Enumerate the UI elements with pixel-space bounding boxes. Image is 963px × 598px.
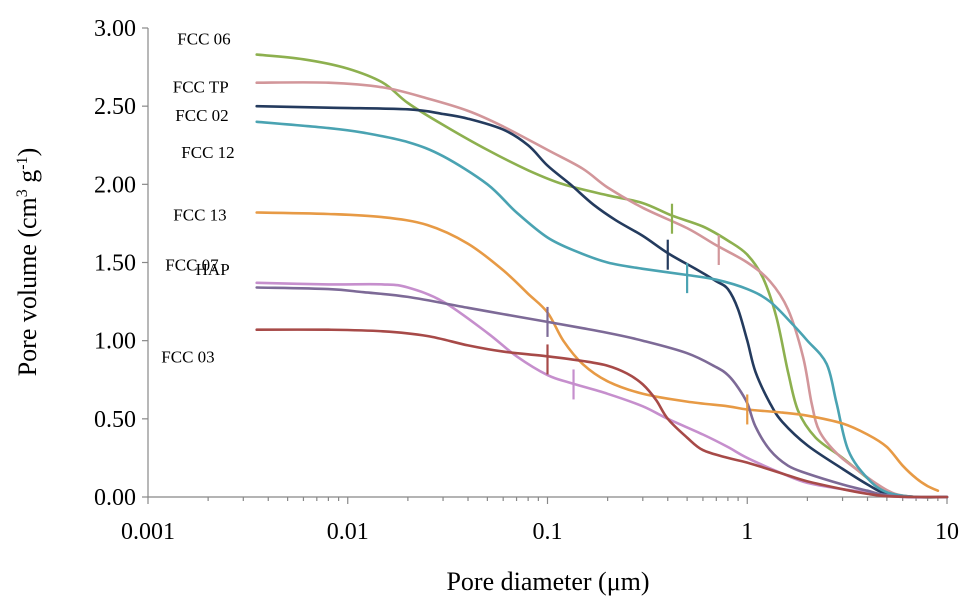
x-tick-label: 0.01 <box>327 519 369 545</box>
y-axis-title: Pore volume (cm3 g-1) <box>13 148 42 377</box>
axes <box>147 28 947 498</box>
y-tick-label: 1.00 <box>94 329 136 355</box>
series-line-fcc-02 <box>255 104 949 499</box>
series-label: FCC 03 <box>161 348 214 367</box>
series-label: FCC TP <box>173 78 229 97</box>
x-tick-label: 10 <box>935 519 959 545</box>
series-label: HAP <box>196 260 230 279</box>
ticks: 0.00 0.50 1.00 1.50 2.00 2.50 3.00 0.001 0.01 0.1… <box>94 16 959 545</box>
series-label: FCC 13 <box>173 205 226 224</box>
y-tick-label: 3.00 <box>94 16 136 42</box>
series-label: FCC 12 <box>181 143 234 162</box>
x-axis-title: Pore diameter (μm) <box>446 567 649 596</box>
y-tick-label: 2.00 <box>94 172 136 198</box>
markers <box>546 203 749 425</box>
series-line-fcc-12 <box>255 120 949 499</box>
series-line-fcc-03 <box>255 328 949 499</box>
series-line-fcc-tp <box>255 81 949 499</box>
series-line-fcc-07 <box>255 286 949 499</box>
x-tick-label: 0.001 <box>121 519 175 545</box>
curves <box>255 53 949 499</box>
series-label: FCC 07 <box>165 256 219 275</box>
y-tick-label: 1.50 <box>94 251 136 277</box>
y-tick-label: 0.50 <box>94 407 136 433</box>
y-tick-label: 2.50 <box>94 94 136 120</box>
series-line-hap <box>255 281 949 499</box>
series-label: FCC 02 <box>175 106 228 125</box>
x-tick-label: 1 <box>741 519 753 545</box>
series-line-fcc-13 <box>255 211 940 492</box>
y-tick-label: 0.00 <box>94 485 136 511</box>
x-tick-label: 0.1 <box>533 519 563 545</box>
series-label: FCC 06 <box>177 30 230 49</box>
